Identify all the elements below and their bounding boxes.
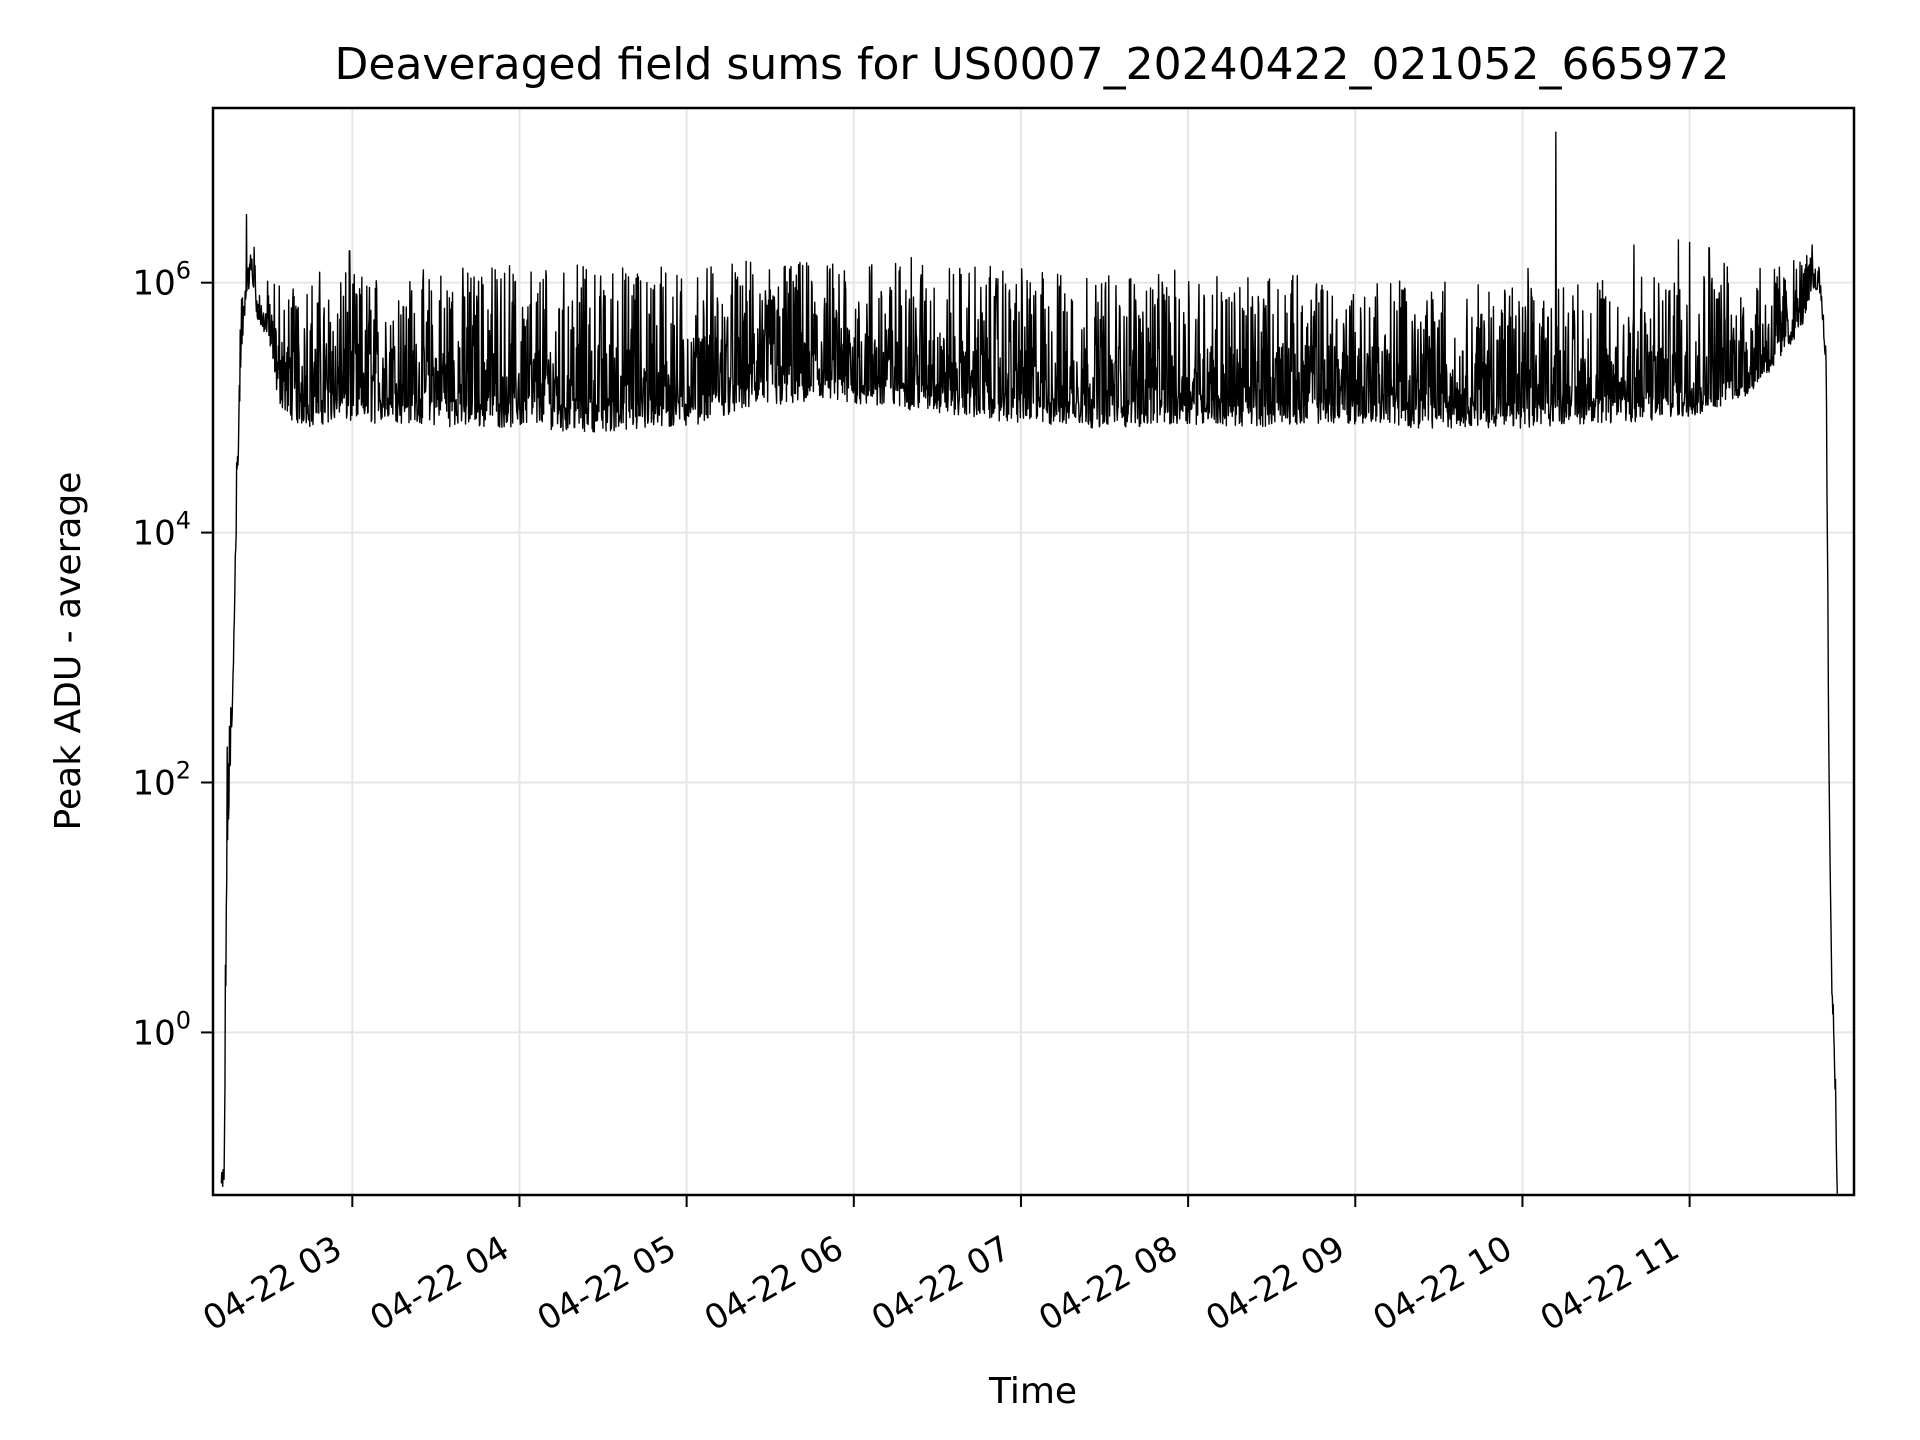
y-axis-label: Peak ADU - average — [48, 472, 89, 831]
x-tick-label: 04-22 10 — [1367, 1228, 1519, 1339]
series — [220, 131, 1838, 1194]
series-line — [220, 131, 1838, 1194]
y-tick-label: 102 — [132, 757, 191, 804]
chart-title: Deaveraged field sums for US0007_2024042… — [335, 39, 1730, 90]
y-tick-label: 104 — [132, 507, 191, 554]
grid — [213, 108, 1854, 1195]
x-tick-label: 04-22 08 — [1032, 1228, 1184, 1339]
y-tick-label: 106 — [132, 257, 191, 304]
x-tick-label: 04-22 06 — [698, 1228, 850, 1339]
x-tick-label: 04-22 05 — [531, 1228, 683, 1339]
x-tick-label: 04-22 04 — [364, 1228, 516, 1339]
x-tick-label: 04-22 07 — [865, 1228, 1017, 1339]
y-tick-label: 100 — [132, 1006, 191, 1053]
x-tick-label: 04-22 11 — [1534, 1228, 1686, 1339]
plot-frame — [211, 106, 1856, 1197]
x-axis-label: Time — [988, 1371, 1077, 1412]
x-tick-label: 04-22 03 — [196, 1228, 348, 1339]
x-tick-label: 04-22 09 — [1199, 1228, 1351, 1339]
